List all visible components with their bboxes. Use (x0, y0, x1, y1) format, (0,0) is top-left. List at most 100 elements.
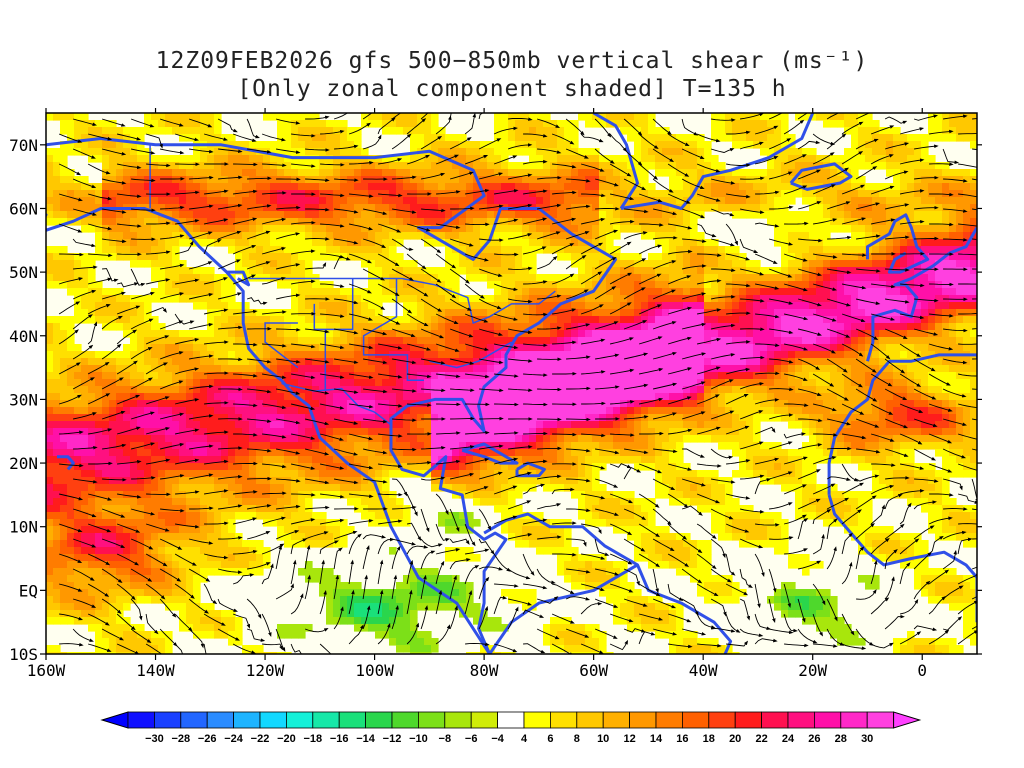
shade-cell (536, 190, 544, 198)
shade-cell (151, 638, 159, 646)
shade-cell (186, 491, 194, 499)
shade-cell (515, 239, 523, 247)
shade-cell (599, 414, 607, 422)
shade-cell (74, 561, 82, 569)
shade-cell (81, 260, 89, 268)
shade-cell (501, 120, 509, 128)
shade-cell (557, 463, 565, 471)
shade-cell (501, 337, 509, 345)
shade-cell (137, 624, 145, 632)
shade-cell (571, 365, 579, 373)
shade-cell (452, 141, 460, 149)
shade-cell (354, 400, 362, 408)
shade-cell (130, 652, 138, 654)
shade-cell (88, 141, 96, 149)
shade-cell (165, 239, 173, 247)
shade-cell (389, 330, 397, 338)
shade-cell (256, 386, 264, 394)
shade-cell (53, 456, 61, 464)
shade-cell (508, 113, 516, 121)
shade-cell (144, 631, 152, 639)
shade-cell (494, 127, 502, 135)
shade-cell (256, 379, 264, 387)
shade-cell (123, 589, 131, 597)
shade-cell (249, 267, 257, 275)
shade-cell (599, 491, 607, 499)
shade-cell (207, 526, 215, 534)
shade-cell (438, 316, 446, 324)
shade-cell (431, 162, 439, 170)
shade-cell (305, 232, 313, 240)
shade-cell (151, 197, 159, 205)
shade-cell (74, 449, 82, 457)
shade-cell (431, 414, 439, 422)
shade-cell (291, 421, 299, 429)
shade-cell (123, 218, 131, 226)
shade-cell (256, 372, 264, 380)
shade-cell (445, 267, 453, 275)
shade-cell (151, 274, 159, 282)
shade-cell (291, 281, 299, 289)
shade-cell (529, 435, 537, 443)
shade-cell (193, 120, 201, 128)
shade-cell (53, 113, 61, 121)
shade-cell (333, 603, 341, 611)
shade-cell (494, 393, 502, 401)
shade-cell (368, 421, 376, 429)
shade-cell (102, 379, 110, 387)
shade-cell (417, 407, 425, 415)
shade-cell (130, 169, 138, 177)
shade-cell (46, 519, 54, 527)
shade-cell (599, 295, 607, 303)
shade-cell (186, 211, 194, 219)
shade-cell (333, 470, 341, 478)
shade-cell (501, 190, 509, 198)
shade-cell (480, 442, 488, 450)
shade-cell (249, 393, 257, 401)
shade-cell (382, 596, 390, 604)
shade-cell (88, 358, 96, 366)
shade-cell (81, 183, 89, 191)
shade-cell (172, 505, 180, 513)
shade-cell (214, 169, 222, 177)
shade-cell (515, 379, 523, 387)
shade-cell (165, 204, 173, 212)
shade-cell (60, 547, 68, 555)
shade-cell (473, 484, 481, 492)
shade-cell (165, 337, 173, 345)
shade-cell (550, 197, 558, 205)
shade-cell (389, 113, 397, 121)
shade-cell (305, 211, 313, 219)
shade-cell (501, 505, 509, 513)
shade-cell (480, 344, 488, 352)
shade-cell (459, 155, 467, 163)
shade-cell (515, 491, 523, 499)
shade-cell (459, 519, 467, 527)
shade-cell (186, 281, 194, 289)
shade-cell (228, 330, 236, 338)
shade-cell (319, 309, 327, 317)
shade-cell (382, 428, 390, 436)
shade-cell (207, 505, 215, 513)
shade-cell (396, 582, 404, 590)
shade-cell (578, 302, 586, 310)
shade-cell (123, 302, 131, 310)
shade-cell (270, 344, 278, 352)
shade-cell (578, 225, 586, 233)
shade-cell (263, 400, 271, 408)
shade-cell (515, 253, 523, 261)
shade-cell (151, 407, 159, 415)
shade-cell (46, 344, 54, 352)
shade-cell (88, 533, 96, 541)
shade-cell (480, 365, 488, 373)
shade-cell (473, 190, 481, 198)
shade-cell (578, 435, 586, 443)
shade-cell (102, 505, 110, 513)
shade-cell (403, 505, 411, 513)
shade-cell (585, 575, 593, 583)
shade-cell (291, 470, 299, 478)
shade-cell (46, 561, 54, 569)
shade-cell (550, 631, 558, 639)
shade-cell (228, 519, 236, 527)
shade-cell (417, 267, 425, 275)
